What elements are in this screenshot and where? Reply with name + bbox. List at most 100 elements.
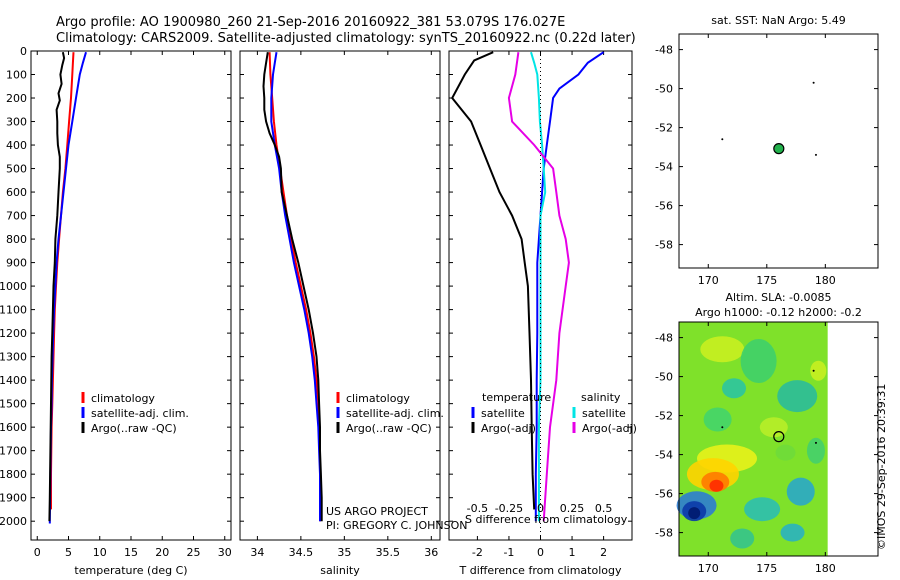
- sla-anomaly-blob: [709, 479, 724, 492]
- salinity-series-line: [262, 52, 323, 522]
- sla-map-title-line2: Argo h1000: -0.12 h2000: -0.2: [695, 306, 862, 319]
- sst_map-ytick-label: -54: [655, 161, 673, 174]
- sla_map-land-speck: [814, 441, 817, 444]
- difference-series-line: [451, 51, 536, 510]
- difference-series-line: [534, 51, 605, 522]
- sla-anomaly-blob: [780, 523, 805, 542]
- difference-legend-label: satellite: [582, 407, 626, 420]
- temperature-xlabel: temperature (deg C): [74, 564, 187, 577]
- salinity-xtick-label: 35: [337, 546, 351, 559]
- difference-top-xlabel: S difference from climatology: [465, 513, 628, 526]
- sst_map-frame: [678, 33, 879, 269]
- difference-xtick-label: 2: [600, 546, 607, 559]
- salinity-series-line: [268, 52, 321, 522]
- depth-tick-label: 0: [20, 45, 27, 58]
- temperature-xtick-label: 25: [187, 546, 201, 559]
- depth-tick-label: 1600: [0, 421, 27, 434]
- sla_map-ytick-label: -50: [655, 371, 673, 384]
- sla_map-land-speck: [812, 369, 815, 372]
- depth-tick-label: 1500: [0, 398, 27, 411]
- header-line2: Climatology: CARS2009. Satellite-adjuste…: [56, 31, 636, 46]
- sla-anomaly-blob: [722, 378, 747, 399]
- difference-top-tick-label: 0: [537, 502, 544, 515]
- sla_map-argo-marker: [773, 431, 785, 443]
- salinity-plot-frame: [239, 50, 441, 541]
- salinity-legend-label: satellite-adj. clim.: [346, 407, 444, 420]
- salinity-xtick-label: 36: [424, 546, 438, 559]
- temperature-xtick-label: 15: [124, 546, 138, 559]
- sla_map-heatmap-field: [676, 322, 828, 556]
- sla-anomaly-blob: [777, 380, 818, 413]
- temperature-xtick-label: 0: [34, 546, 41, 559]
- salinity-xtick-label: 34: [250, 546, 264, 559]
- sst_map-land-speck: [812, 81, 815, 84]
- difference-xlabel: T difference from climatology: [459, 564, 622, 577]
- difference-xtick-label: -2: [472, 546, 483, 559]
- temperature-legend-label: satellite-adj. clim.: [91, 407, 189, 420]
- temperature-legend-label: climatology: [91, 392, 155, 405]
- temperature-xtick-label: 10: [93, 546, 107, 559]
- difference-legend-label: satellite: [481, 407, 525, 420]
- sla-anomaly-blob: [740, 339, 777, 383]
- sla_map-xtick-label: 170: [698, 562, 719, 575]
- sla-anomaly-blob: [700, 336, 745, 363]
- difference-top-tick-label: 0.25: [560, 502, 585, 515]
- depth-tick-label: 400: [6, 139, 27, 152]
- sla-anomaly-blob: [688, 507, 701, 520]
- sla-anomaly-blob: [703, 407, 732, 432]
- temperature-series-line: [48, 51, 87, 524]
- salinity-xlabel: salinity: [320, 564, 360, 577]
- salinity-xtick-label: 34.5: [289, 546, 314, 559]
- difference-xtick-label: 1: [569, 546, 576, 559]
- imos-watermark: ©IMOS 29-Sep-2016 20:39:31: [875, 383, 888, 550]
- temperature-series-line: [48, 52, 66, 522]
- sla_map-ytick-label: -48: [655, 332, 673, 345]
- difference-legend-title: temperature: [482, 391, 551, 404]
- credit-line2: PI: GREGORY C. JOHNSON: [326, 519, 467, 532]
- depth-tick-label: 1300: [0, 351, 27, 364]
- sla_map-ytick-label: -54: [655, 449, 673, 462]
- sla-anomaly-blob: [810, 360, 827, 381]
- sst_map-ytick-label: -52: [655, 122, 673, 135]
- sst_map-xtick-label: 180: [815, 274, 836, 287]
- depth-tick-label: 1700: [0, 445, 27, 458]
- sst-map-title: sat. SST: NaN Argo: 5.49: [711, 14, 845, 27]
- depth-tick-label: 1900: [0, 492, 27, 505]
- difference-top-tick-label: 0.5: [595, 502, 613, 515]
- depth-tick-label: 1000: [0, 280, 27, 293]
- temperature-xtick-label: 5: [65, 546, 72, 559]
- sla-anomaly-blob: [744, 497, 781, 522]
- sst_map-land-speck: [814, 153, 817, 156]
- sla_map-frame: [678, 321, 879, 557]
- sla_map-xtick-label: 175: [756, 562, 777, 575]
- sst_map-xtick-label: 170: [698, 274, 719, 287]
- depth-tick-label: 800: [6, 233, 27, 246]
- difference-legend-title: salinity: [581, 391, 621, 404]
- sla_map-ytick-label: -52: [655, 410, 673, 423]
- salinity-series-line: [270, 52, 321, 522]
- temperature-plot-frame: [30, 50, 232, 541]
- sla_map-ytick-label: -56: [655, 488, 673, 501]
- depth-tick-label: 1100: [0, 304, 27, 317]
- sla_map-ytick-label: -58: [655, 527, 673, 540]
- depth-tick-label: 200: [6, 92, 27, 105]
- difference-series-line: [530, 51, 547, 522]
- depth-tick-label: 1200: [0, 327, 27, 340]
- sla-anomaly-blob: [786, 477, 815, 506]
- depth-tick-label: 600: [6, 186, 27, 199]
- sla-anomaly-blob: [775, 444, 796, 461]
- temperature-legend-label: Argo(..raw -QC): [91, 422, 177, 435]
- difference-legend-label: Argo(-adj): [582, 422, 637, 435]
- sst_map-ytick-label: -58: [655, 239, 673, 252]
- sst_map-ytick-label: -50: [655, 83, 673, 96]
- sst_map-ytick-label: -48: [655, 44, 673, 57]
- difference-xtick-label: -1: [503, 546, 514, 559]
- depth-tick-label: 2000: [0, 515, 27, 528]
- credit-line1: US ARGO PROJECT: [326, 505, 428, 518]
- depth-tick-label: 500: [6, 163, 27, 176]
- salinity-legend-label: climatology: [346, 392, 410, 405]
- temperature-xtick-label: 30: [218, 546, 232, 559]
- sla-anomaly-blob: [806, 437, 825, 464]
- difference-xtick-label: 0: [537, 546, 544, 559]
